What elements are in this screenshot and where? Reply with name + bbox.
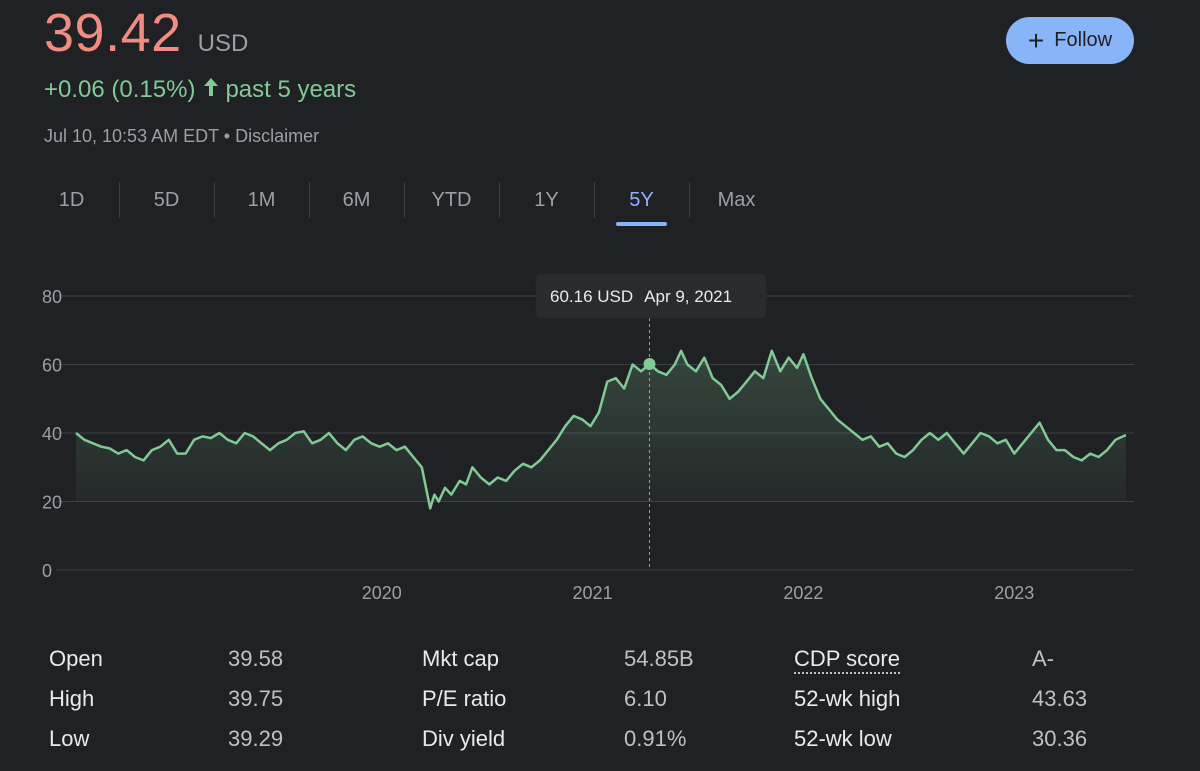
follow-button[interactable]: + Follow xyxy=(1006,17,1134,64)
stat-value-low: 39.29 xyxy=(228,726,284,751)
current-price: 39.42 xyxy=(44,3,182,63)
timestamp: Jul 10, 10:53 AM EDT xyxy=(44,126,219,146)
stat-value-open: 39.58 xyxy=(228,646,284,671)
y-tick-label: 20 xyxy=(42,493,62,513)
stat-label-52wk-low: 52-wk low xyxy=(794,726,892,751)
stat-label-low: Low xyxy=(49,726,90,751)
change-value: +0.06 (0.15%) xyxy=(44,76,196,103)
price-chart[interactable]: 0 20 40 60 80 2020 2021 2022 2023 60.16 USD Apr 9… xyxy=(0,240,1200,620)
tooltip-text: 60.16 USD Apr 9, 2021 xyxy=(550,287,732,306)
x-tick-label: 2020 xyxy=(362,583,402,603)
price-change: +0.06 (0.15%) past 5 years xyxy=(44,76,356,104)
tab-max[interactable]: Max xyxy=(689,180,784,220)
tooltip-date: Apr 9, 2021 xyxy=(644,287,732,306)
range-tabs: 1D 5D 1M 6M YTD 1Y 5Y Max xyxy=(24,180,784,226)
highlight-point xyxy=(643,357,656,370)
stat-label-div-yield: Div yield xyxy=(422,726,506,751)
y-tick-label: 40 xyxy=(42,424,62,444)
disclaimer-link[interactable]: Disclaimer xyxy=(235,126,320,146)
arrow-up-icon xyxy=(203,76,219,104)
y-tick-label: 0 xyxy=(42,561,52,581)
tab-ytd[interactable]: YTD xyxy=(404,180,499,220)
stat-label-open: Open xyxy=(49,646,103,671)
tooltip-box xyxy=(535,273,767,319)
x-tick-label: 2021 xyxy=(573,583,613,603)
stat-value-cdp-score: A- xyxy=(1032,646,1054,671)
stat-label-high: High xyxy=(49,686,95,711)
y-tick-label: 80 xyxy=(42,287,62,307)
plus-icon: + xyxy=(1027,24,1045,56)
stat-value-52wk-high: 43.63 xyxy=(1032,686,1088,711)
currency-label: USD xyxy=(197,30,249,57)
stat-value-52wk-low: 30.36 xyxy=(1032,726,1088,751)
stat-value-mkt-cap: 54.85B xyxy=(624,646,694,671)
price-area xyxy=(76,350,1126,509)
stat-value-div-yield: 0.91% xyxy=(624,726,687,751)
stat-label-52wk-high: 52-wk high xyxy=(794,686,901,711)
x-tick-label: 2023 xyxy=(994,583,1034,603)
tooltip-value: 60.16 USD xyxy=(550,287,633,306)
follow-label: Follow xyxy=(1054,29,1113,51)
tab-1m[interactable]: 1M xyxy=(214,180,309,220)
tab-1y[interactable]: 1Y xyxy=(499,180,594,220)
change-period: past 5 years xyxy=(225,76,357,103)
tab-5d[interactable]: 5D xyxy=(119,180,214,220)
price-line xyxy=(75,349,1127,510)
separator: • xyxy=(223,126,231,146)
stat-value-high: 39.75 xyxy=(228,686,284,711)
cdp-score-link[interactable]: CDP score xyxy=(794,646,900,674)
tab-1d[interactable]: 1D xyxy=(58,188,85,211)
stats-grid: Open 39.58 High 39.75 Low 39.29 Mkt cap … xyxy=(49,646,1149,756)
stat-label-mkt-cap: Mkt cap xyxy=(422,646,500,671)
quote-meta: Jul 10, 10:53 AM EDT • Disclaimer xyxy=(44,126,319,147)
y-tick-label: 60 xyxy=(42,356,62,376)
stat-value-pe-ratio: 6.10 xyxy=(624,686,667,711)
quote-header: 39.42 USD xyxy=(44,2,248,64)
stat-label-pe-ratio: P/E ratio xyxy=(422,686,507,711)
x-tick-label: 2022 xyxy=(783,583,823,603)
tab-6m[interactable]: 6M xyxy=(309,180,404,220)
tab-5y[interactable]: 5Y xyxy=(594,180,689,226)
